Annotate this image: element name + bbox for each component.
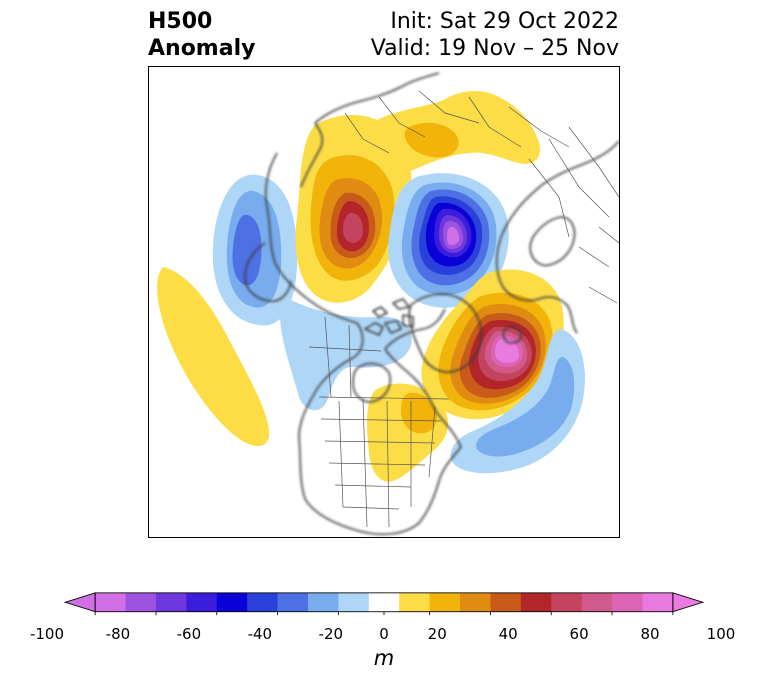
colorbar-cell: [490, 592, 522, 612]
map-canvas: [157, 72, 619, 536]
political-borders: [308, 90, 619, 528]
eastern-north-america-ridge-core: [401, 392, 437, 434]
colorbar-cell: [338, 592, 370, 612]
colorbar-cell: [247, 592, 279, 612]
colorbar-cell: [155, 592, 187, 612]
colorbar-unit-label: m: [373, 646, 395, 670]
colorbar-cell: [612, 592, 643, 612]
colorbar-cell: [581, 592, 613, 612]
eurasia-ridge-band: [375, 91, 541, 173]
colorbar-tick-label: -40: [247, 625, 273, 643]
greenland-coastline: [408, 293, 483, 373]
title-line-2: Anomaly: [148, 36, 256, 61]
colorbar-tick-label: -80: [105, 625, 131, 643]
colorbar-cell: [551, 592, 583, 612]
colorbar-cell: [642, 592, 674, 612]
arctic-trough: [388, 173, 509, 308]
coastlines: [244, 72, 619, 536]
colorbar-cell: [186, 592, 218, 612]
scandinavia: [529, 216, 576, 267]
colorbar-under-arrow: [63, 592, 96, 613]
eurasia-ridge-core: [404, 122, 459, 158]
colorbar-tick-label: -100: [29, 625, 65, 643]
colorbar-tick-label: 20: [427, 625, 447, 643]
colorbar-tick-label: 0: [379, 625, 389, 643]
alaska-coastline: [244, 242, 292, 303]
siberia-ridge: [295, 114, 412, 303]
forecast-dates: Init: Sat 29 Oct 2022 Valid: 19 Nov – 25…: [371, 8, 619, 62]
gulf-of-alaska-low: [212, 174, 298, 326]
colorbar-tick-label: 60: [569, 625, 589, 643]
colorbar-cell: [216, 592, 248, 612]
colorbar-cells: [95, 592, 674, 612]
colorbar-over-arrow: [672, 592, 705, 613]
colorbar-cell: [125, 592, 157, 612]
colorbar-tick-label: 40: [498, 625, 518, 643]
colorbar-cell: [307, 592, 339, 612]
colorbar-cell: [429, 592, 461, 612]
colorbar-tick-label: -60: [176, 625, 202, 643]
init-date: Init: Sat 29 Oct 2022: [390, 9, 619, 34]
colorbar-cell: [95, 592, 126, 612]
hudson-bay: [352, 362, 391, 403]
valid-date-range: Valid: 19 Nov – 25 Nov: [370, 36, 619, 61]
title-line-1: H500: [148, 9, 213, 34]
anomaly-map: [148, 66, 620, 538]
eurasia-coastline: [500, 140, 619, 238]
colorbar-cell: [277, 592, 309, 612]
north-america-coastline: [264, 152, 462, 536]
pacific-ridge: [157, 267, 270, 447]
colorbar-cell: [460, 592, 491, 612]
colorbar-ticks: [94, 611, 674, 616]
chart-title: H500 Anomaly: [148, 8, 255, 62]
colorbar-cell: [368, 592, 400, 612]
colorbar-tick-label: 80: [640, 625, 660, 643]
colorbar-cell: [520, 592, 552, 612]
north-america-light-blue: [280, 299, 412, 411]
colorbar-tick-label: -20: [318, 625, 344, 643]
colorbar-tick-label: 100: [706, 625, 736, 643]
north-atlantic-trough: [450, 329, 585, 474]
colorbar-cell: [399, 592, 431, 612]
colorbar: [63, 592, 705, 616]
